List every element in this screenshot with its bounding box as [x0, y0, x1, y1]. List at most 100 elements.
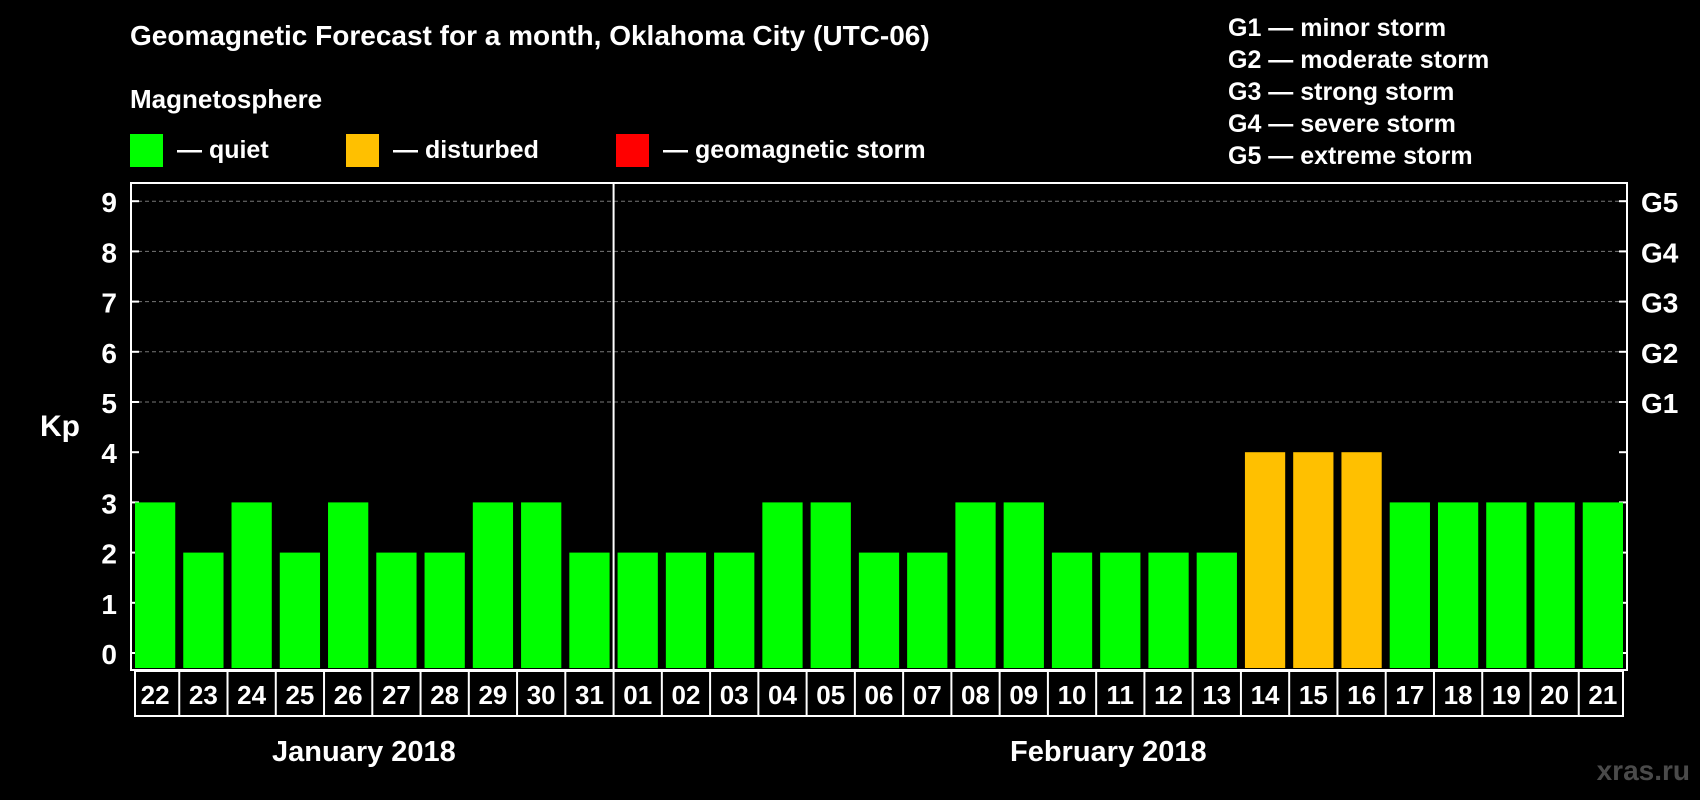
y-tick-label: 4: [101, 438, 117, 469]
date-label: 13: [1202, 680, 1231, 710]
kp-bar: [376, 552, 417, 668]
g-level-label: G2: [1641, 338, 1678, 369]
kp-bar: [1148, 552, 1189, 668]
kp-bar: [1582, 502, 1623, 668]
date-label: 12: [1154, 680, 1183, 710]
date-label: 06: [865, 680, 894, 710]
g-level-label: G3: [1641, 288, 1678, 319]
legend-swatch-quiet: [130, 133, 163, 167]
kp-bar: [617, 552, 658, 668]
date-label: 30: [527, 680, 556, 710]
date-label: 22: [141, 680, 170, 710]
month-label-january: January 2018: [272, 736, 456, 768]
date-label: 26: [334, 680, 363, 710]
kp-bar: [521, 502, 562, 668]
y-tick-label: 3: [101, 488, 117, 519]
date-label: 24: [237, 680, 266, 710]
legend-swatch-storm: [616, 133, 649, 167]
kp-bar: [714, 552, 755, 668]
y-tick-label: 6: [101, 338, 117, 369]
date-label: 21: [1588, 680, 1617, 710]
kp-bar: [328, 502, 369, 668]
kp-bar: [762, 502, 803, 668]
chart-title: Geomagnetic Forecast for a month, Oklaho…: [130, 20, 930, 51]
kp-bar: [231, 502, 272, 668]
g-scale-g4: G4 — severe storm: [1228, 110, 1456, 138]
kp-bar: [1341, 452, 1382, 668]
date-label: 03: [720, 680, 749, 710]
y-tick-label: 2: [101, 539, 117, 570]
date-label: 11: [1107, 680, 1135, 710]
legend-heading: Magnetosphere: [130, 84, 323, 114]
date-label: 20: [1540, 680, 1569, 710]
g-level-label: G4: [1641, 237, 1679, 268]
date-label: 19: [1492, 680, 1521, 710]
date-label: 17: [1395, 680, 1424, 710]
legend-item-storm: — geomagnetic storm: [616, 133, 926, 167]
date-label: 23: [189, 680, 218, 710]
legend-swatch-disturbed: [346, 133, 379, 167]
date-label: 14: [1251, 680, 1280, 710]
kp-bar: [665, 552, 707, 668]
kp-bar: [424, 552, 465, 668]
kp-bar: [472, 502, 514, 668]
kp-bar: [1486, 502, 1527, 668]
date-label: 31: [575, 680, 604, 710]
kp-bar: [1003, 502, 1044, 668]
kp-bar: [810, 502, 851, 668]
g-scale-g1: G1 — minor storm: [1228, 14, 1447, 42]
kp-bar: [1196, 552, 1237, 668]
month-label-february: February 2018: [1010, 736, 1207, 768]
legend-label-disturbed: — disturbed: [393, 135, 539, 164]
date-label: 07: [913, 680, 942, 710]
y-tick-label: 1: [101, 589, 117, 620]
kp-bar: [1051, 552, 1093, 668]
legend-item-disturbed: — disturbed: [346, 133, 539, 167]
kp-bar: [1534, 502, 1575, 668]
y-tick-label: 8: [101, 237, 117, 268]
g-scale-g3: G3 — strong storm: [1228, 78, 1455, 106]
g-scale-g2: G2 — moderate storm: [1228, 46, 1490, 74]
kp-bar: [569, 552, 610, 668]
kp-bar: [135, 502, 176, 668]
y-tick-label: 9: [101, 187, 117, 218]
kp-bar: [907, 552, 948, 668]
date-label: 25: [285, 680, 314, 710]
date-label: 01: [623, 680, 652, 710]
date-row-frame: [134, 670, 1624, 717]
date-label: 05: [816, 680, 845, 710]
y-tick-label: 0: [101, 639, 117, 670]
date-label: 18: [1444, 680, 1473, 710]
date-label: 15: [1299, 680, 1328, 710]
kp-bar: [1437, 502, 1479, 668]
kp-bar: [279, 552, 321, 668]
date-label: 04: [768, 680, 797, 710]
kp-bar: [1100, 552, 1141, 668]
legend-label-storm: — geomagnetic storm: [663, 135, 926, 164]
y-axis-label: Kp: [40, 410, 80, 443]
date-label: 28: [430, 680, 459, 710]
watermark: xras.ru: [1596, 755, 1690, 786]
date-label: 29: [478, 680, 507, 710]
kp-bar: [1293, 452, 1334, 668]
g-level-label: G1: [1641, 388, 1678, 419]
date-label: 27: [382, 680, 411, 710]
y-tick-label: 5: [101, 388, 117, 419]
date-label: 09: [1009, 680, 1038, 710]
date-label: 16: [1347, 680, 1376, 710]
legend-item-quiet: — quiet: [130, 133, 269, 167]
date-label: 08: [961, 680, 990, 710]
date-label: 02: [672, 680, 701, 710]
kp-bar: [858, 552, 900, 668]
g-scale-g5: G5 — extreme storm: [1228, 142, 1473, 170]
g-level-label: G5: [1641, 187, 1678, 218]
kp-bar: [1244, 452, 1286, 668]
legend-label-quiet: — quiet: [177, 135, 269, 164]
g-scale-legend: G1 — minor storm G2 — moderate storm G3 …: [1228, 12, 1489, 172]
y-tick-label: 7: [101, 288, 117, 319]
kp-bar: [183, 552, 224, 668]
date-label: 10: [1058, 680, 1087, 710]
kp-bar: [1389, 502, 1430, 668]
kp-bar: [955, 502, 996, 668]
